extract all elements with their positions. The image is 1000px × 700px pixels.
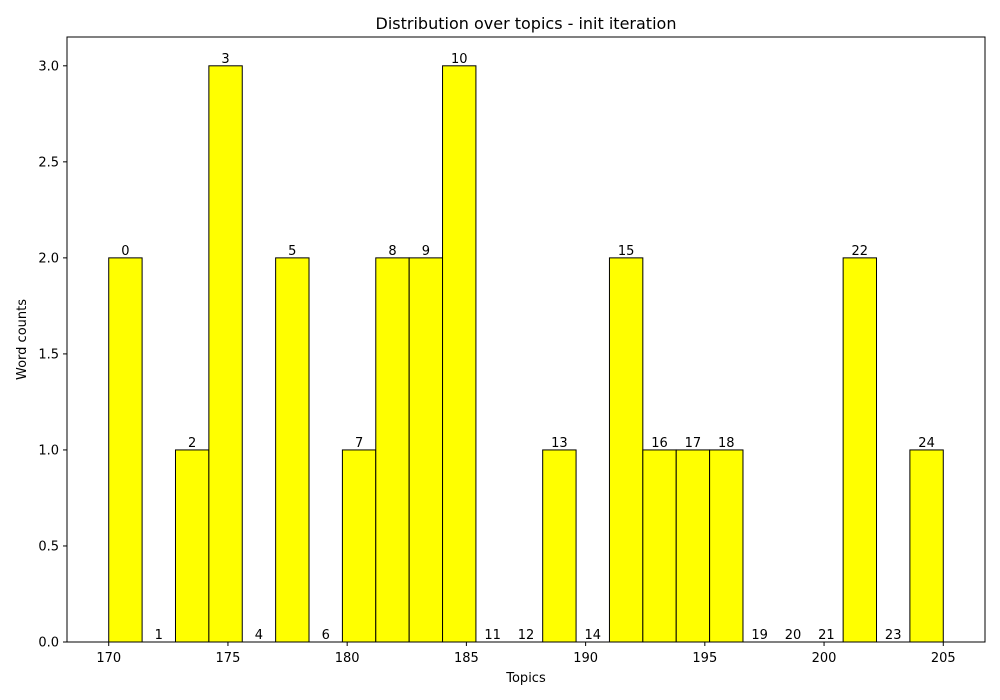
bar-label-19: 19: [751, 628, 768, 643]
x-tick-label: 190: [573, 651, 598, 666]
bar-label-5: 5: [288, 244, 296, 259]
bar-label-9: 9: [422, 244, 430, 259]
y-axis: 0.0 0.5 1.0 1.5 2.0 2.5 3.0: [38, 59, 67, 651]
bar-0: [108, 257, 143, 643]
x-tick-label: 185: [454, 651, 479, 666]
bar-16: [642, 449, 677, 643]
x-axis: 170 175 180 185 190 195 200 205: [96, 642, 956, 666]
bar-label-2: 2: [188, 436, 196, 451]
y-tick-label: 0.0: [38, 636, 59, 651]
bar-label-0: 0: [121, 244, 129, 259]
bar-label-10: 10: [451, 52, 468, 67]
chart-title: Distribution over topics - init iteratio…: [376, 14, 677, 33]
bar-label-22: 22: [852, 244, 869, 259]
bar-label-16: 16: [651, 436, 668, 451]
x-tick-label: 200: [812, 651, 837, 666]
x-tick-label: 195: [692, 651, 717, 666]
x-axis-label: Topics: [505, 671, 546, 686]
bar-24: [909, 449, 944, 643]
x-tick-label: 180: [335, 651, 360, 666]
bar-label-8: 8: [388, 244, 396, 259]
x-tick-label: 170: [96, 651, 121, 666]
bar-9: [408, 257, 444, 643]
bar-label-24: 24: [918, 436, 935, 451]
bar-2: [174, 449, 210, 643]
x-tick-label: 205: [931, 651, 956, 666]
y-axis-label: Word counts: [15, 299, 30, 380]
bar-label-1: 1: [155, 628, 163, 643]
bar-label-3: 3: [221, 52, 229, 67]
y-tick-label: 0.5: [38, 539, 59, 554]
bar-label-4: 4: [255, 628, 263, 643]
bar-label-21: 21: [818, 628, 835, 643]
bar-label-14: 14: [584, 628, 601, 643]
bar-label-11: 11: [484, 628, 501, 643]
bar-label-13: 13: [551, 436, 568, 451]
bar-3: [208, 65, 243, 643]
y-tick-label: 1.5: [38, 347, 59, 362]
bar-label-15: 15: [618, 244, 635, 259]
bar-8: [375, 257, 410, 643]
bar-5: [275, 257, 310, 643]
bar-7: [341, 449, 377, 643]
bar-label-23: 23: [885, 628, 902, 643]
plot-frame: [66, 36, 986, 643]
bar-18: [709, 449, 744, 643]
bar-10: [442, 65, 477, 643]
bar-label-12: 12: [518, 628, 535, 643]
bar-15: [608, 257, 644, 643]
y-tick-label: 1.0: [38, 443, 59, 458]
y-tick-label: 3.0: [38, 59, 59, 74]
bar-label-17: 17: [685, 436, 702, 451]
bar-label-6: 6: [322, 628, 330, 643]
x-tick-label: 175: [216, 651, 241, 666]
y-tick-label: 2.5: [38, 155, 59, 170]
bar-22: [842, 257, 878, 643]
bar-label-7: 7: [355, 436, 363, 451]
bar-17: [675, 449, 711, 643]
bars-layer: [108, 65, 944, 643]
bar-13: [542, 449, 577, 643]
y-tick-label: 2.0: [38, 251, 59, 266]
bar-label-18: 18: [718, 436, 735, 451]
bar-label-20: 20: [785, 628, 802, 643]
